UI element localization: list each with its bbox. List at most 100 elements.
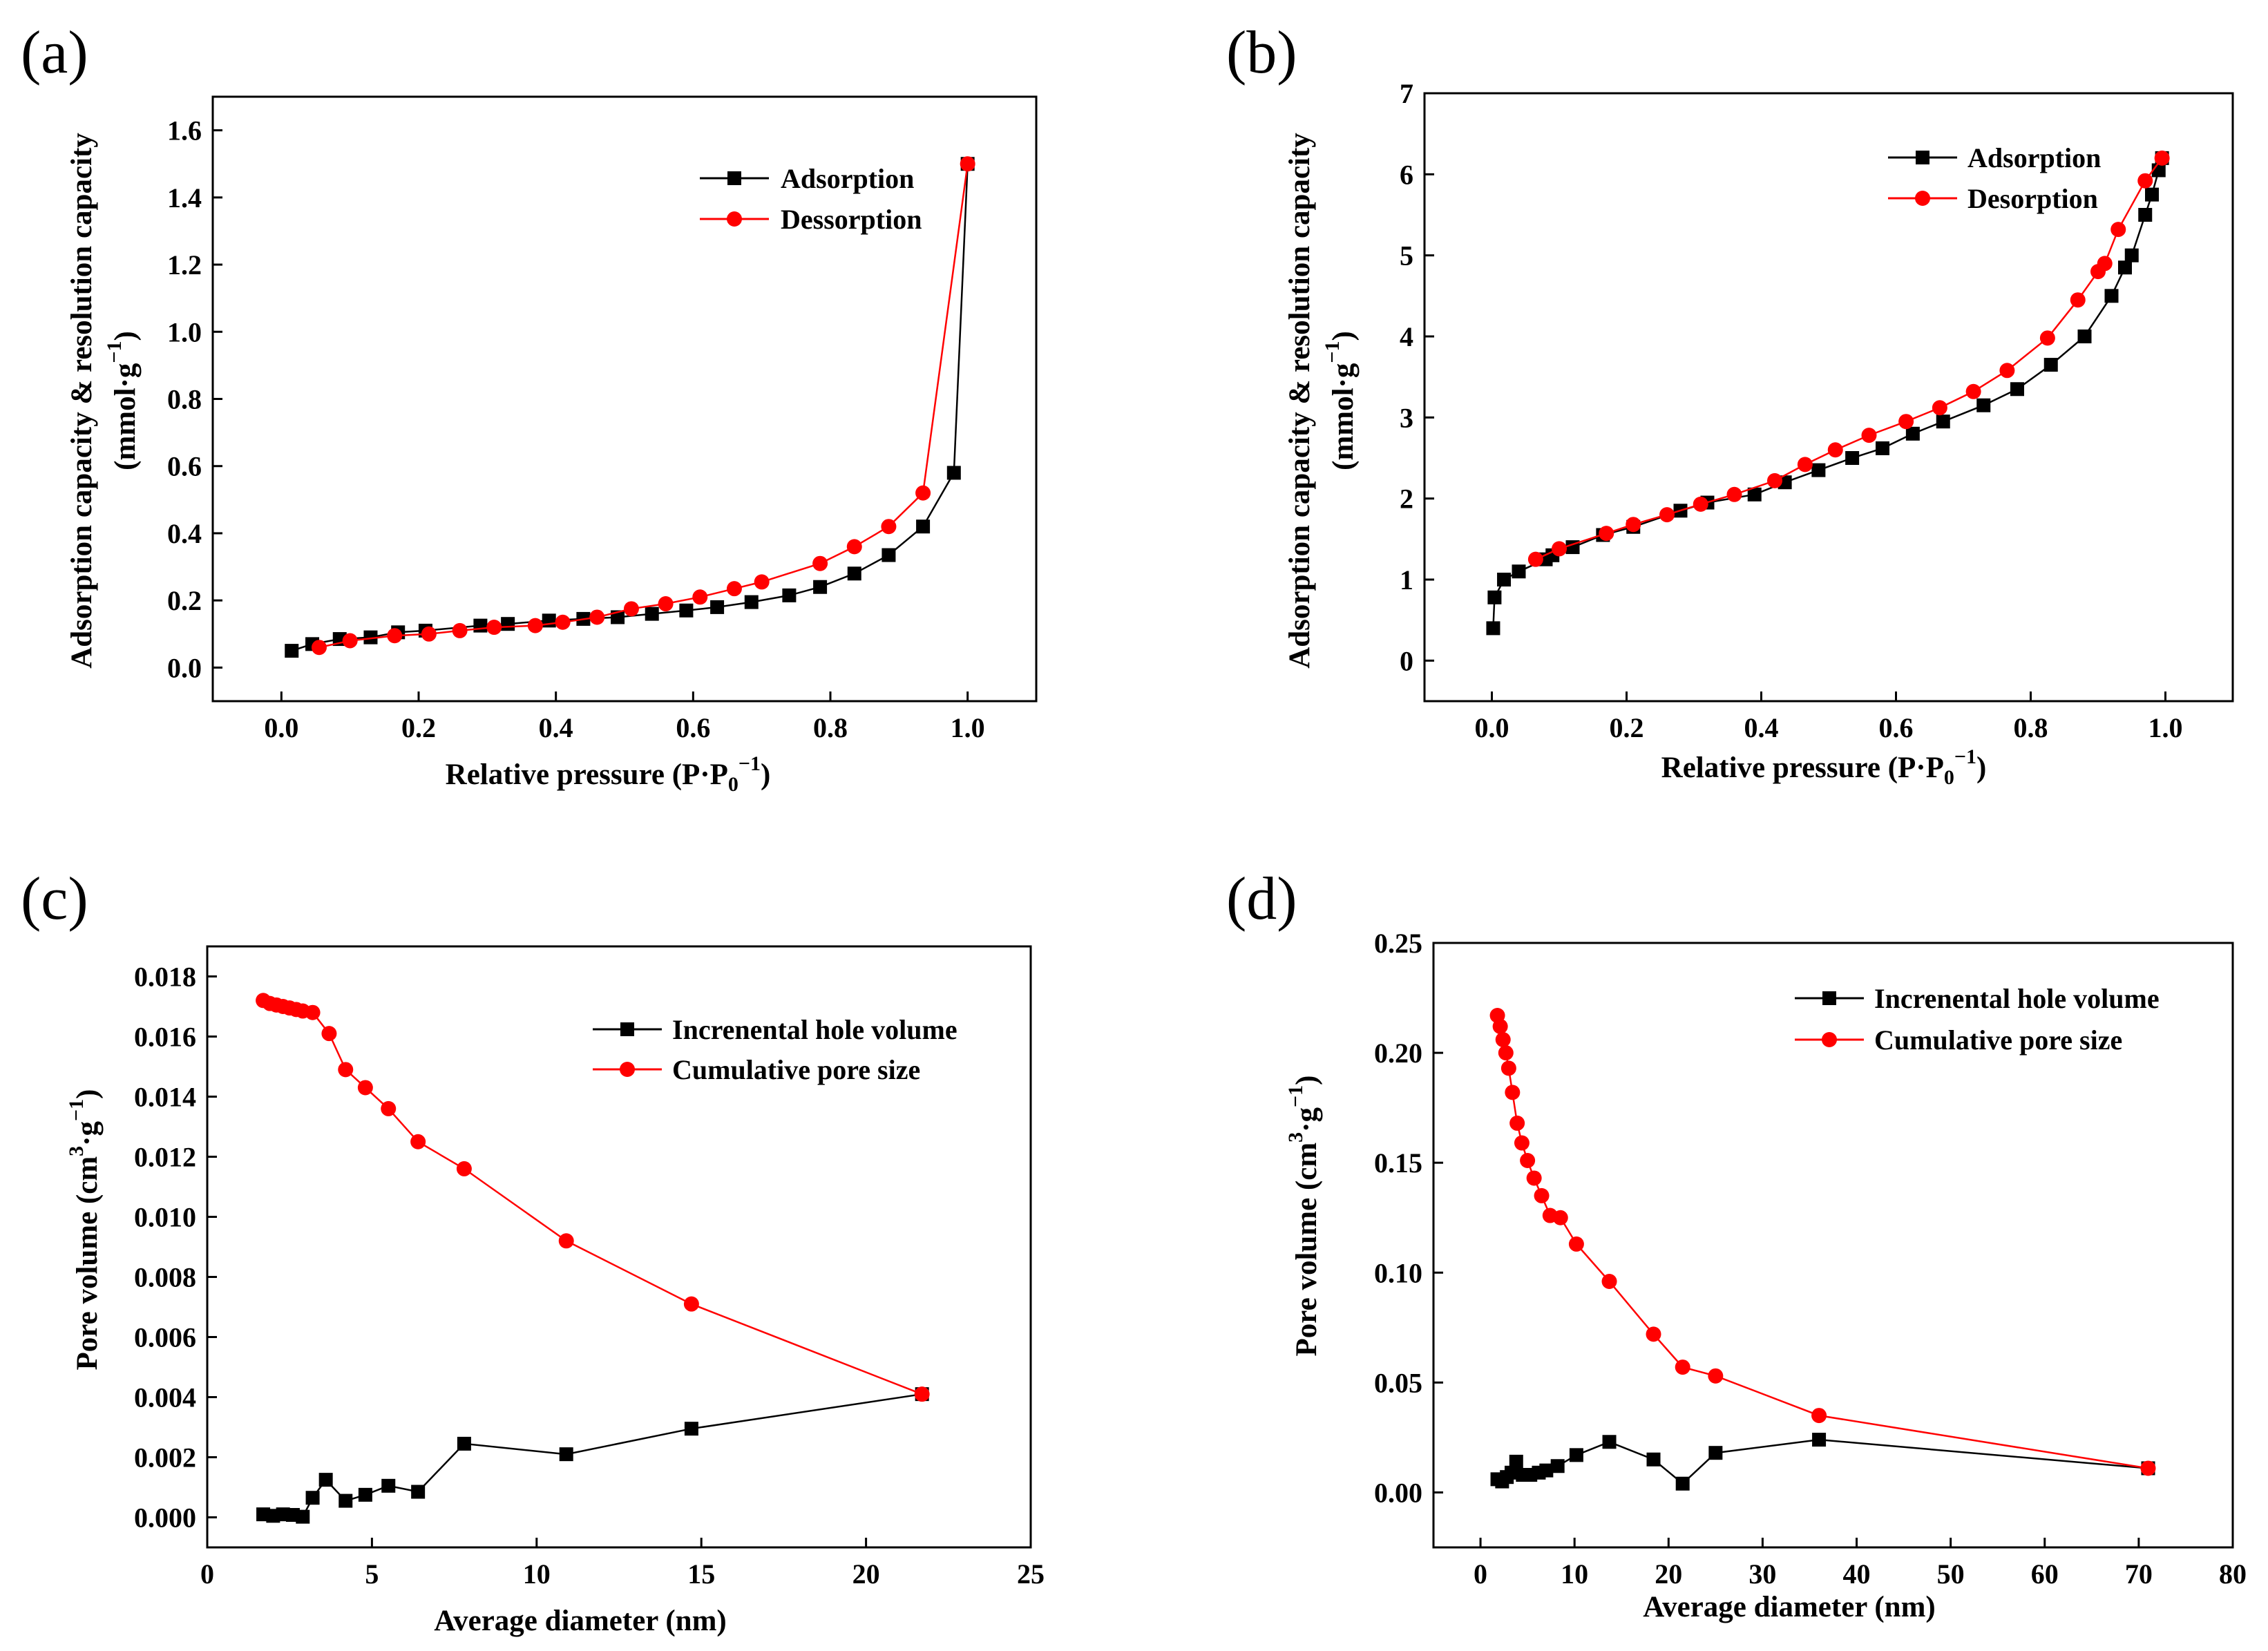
data-point-square (411, 1485, 426, 1499)
data-point-circle (1498, 1045, 1514, 1061)
data-point-circle (1495, 1032, 1511, 1047)
data-point-square (1487, 590, 1502, 604)
y-tick-label: 0.016 (134, 1022, 196, 1053)
y-tick-label: 0.4 (167, 518, 202, 549)
x-axis-title-main: Relative pressure (P·P (446, 758, 728, 791)
panel-c: (c) 0 5 10 15 20 250.0000.0020.0040.0060.0080… (21, 866, 1045, 1637)
x-axis-title: Relative pressure (P·P0−1) (446, 752, 771, 796)
panel-b: (b) 0.0 0.2 0.4 0.6 0.8 1.0 0 1 2 3 4 5 6 7 Adsorptio… (1226, 19, 2234, 789)
x-tick-label: 15 (687, 1558, 715, 1590)
plot-frame (1423, 92, 2234, 703)
legend-cumulative-label: Cumulative pore size (1874, 1024, 2122, 1056)
y-tick-label: 0.00 (1374, 1477, 1422, 1508)
x-tick-label: 0.4 (1744, 712, 1779, 743)
series-line-black (1492, 158, 2163, 629)
x-axis-title-sup: −1 (1954, 745, 1976, 768)
data-point-square (1602, 1435, 1617, 1449)
data-point-circle (623, 601, 639, 617)
y-tick-label: 0.008 (134, 1262, 196, 1293)
data-point-square (679, 603, 694, 618)
panel-label: (c) (21, 866, 88, 933)
data-point-square (813, 580, 828, 594)
data-point-circle (456, 1161, 472, 1176)
data-point-circle (1965, 383, 1981, 399)
legend-incremental-label: Increnental hole volume (1874, 983, 2160, 1014)
data-point-square (2077, 330, 2092, 343)
data-point-square (2043, 358, 2058, 372)
data-point-square (1976, 398, 1991, 412)
data-point-circle (846, 539, 862, 555)
x-tick-label: 0.2 (401, 712, 436, 743)
data-point-circle (1534, 1187, 1550, 1203)
x-axis-title-sub: 0 (1944, 766, 1954, 789)
x-tick-label: 0.4 (539, 712, 573, 743)
data-point-square (542, 613, 556, 628)
data-point-square (381, 1478, 396, 1493)
y-tick-label: 0.8 (167, 384, 202, 415)
data-point-circle (1827, 442, 1843, 458)
data-point-square (1509, 1454, 1523, 1469)
y-axis-title-line2-close: ) (109, 331, 142, 341)
data-point-square (2145, 187, 2159, 202)
data-point-square (1936, 414, 1950, 429)
data-point-square (916, 519, 931, 534)
data-point-square (1708, 1446, 1723, 1460)
y-axis-title-sup1: 3 (65, 1146, 88, 1156)
data-point-circle (1552, 541, 1567, 557)
panel-label: (b) (1226, 19, 1297, 86)
x-axis-title: Average diameter (nm) (1643, 1591, 1935, 1623)
data-point-square (305, 1491, 320, 1505)
data-point-square (1812, 1433, 1827, 1447)
data-point-circle (2070, 292, 2086, 308)
data-point-circle (2154, 150, 2170, 166)
data-point-circle (1797, 457, 1813, 473)
y-tick-label: 0.004 (134, 1382, 196, 1413)
data-point-circle (1526, 1170, 1542, 1186)
data-point-square (559, 1447, 573, 1462)
data-point-circle (2097, 256, 2113, 271)
legend-desorption-label: Desorption (1967, 183, 2098, 214)
x-tick-label: 0 (1474, 1558, 1487, 1590)
x-tick-label: 60 (2031, 1558, 2059, 1590)
data-point-circle (558, 1233, 574, 1249)
series-line-red (1496, 1015, 2148, 1469)
x-axis-title-main: Relative pressure (P·P (1661, 752, 1944, 784)
x-tick-label: 0.8 (2014, 712, 2048, 743)
legend-desorption-label: Dessorption (781, 204, 922, 235)
y-tick-label: 1 (1400, 564, 1413, 595)
data-point-circle (452, 622, 468, 638)
panel-label: (d) (1226, 866, 1297, 933)
y-tick-label: 0.10 (1374, 1257, 1422, 1288)
data-point-circle (726, 581, 742, 597)
x-tick-label: 5 (365, 1558, 379, 1590)
y-axis-title-line2-main: (mmol·g (1327, 363, 1360, 470)
x-tick-label: 25 (1017, 1558, 1045, 1590)
y-tick-label: 0.002 (134, 1442, 196, 1473)
y-tick-label: 0.2 (167, 585, 202, 616)
legend-cumulative-label: Cumulative pore size (672, 1054, 920, 1085)
y-axis-title-line1: Adsorption capacity & resolution capacit… (66, 133, 98, 669)
data-point-square (1550, 1459, 1565, 1473)
data-point-square (2118, 260, 2132, 275)
data-point-circle (658, 596, 674, 612)
data-point-square (684, 1422, 698, 1436)
y-axis-title-main: Pore volume (cm (1290, 1143, 1323, 1357)
y-tick-label: 0.05 (1374, 1367, 1422, 1398)
legend-incremental-marker (620, 1022, 634, 1036)
data-point-circle (881, 519, 897, 535)
y-axis-title-main: Pore volume (cm (71, 1156, 104, 1371)
data-point-square (318, 1473, 333, 1487)
panel-d-plot (1489, 1008, 2156, 1491)
data-point-circle (410, 1134, 426, 1149)
data-point-square (1512, 564, 1526, 579)
data-point-square (2124, 248, 2139, 263)
x-tick-label: 20 (1655, 1558, 1682, 1590)
data-point-square (946, 466, 961, 480)
panel-a-axes: 0.0 0.2 0.4 0.6 0.8 1.0 0.0 0.2 0.4 0.6 0.8 1.0 1.2 1… (167, 95, 1038, 743)
legend-incremental-label: Increnental hole volume (672, 1014, 957, 1045)
data-point-circle (527, 618, 543, 633)
data-point-square (710, 600, 725, 614)
y-axis-title-close: ) (71, 1089, 104, 1099)
y-tick-label: 7 (1400, 78, 1413, 109)
